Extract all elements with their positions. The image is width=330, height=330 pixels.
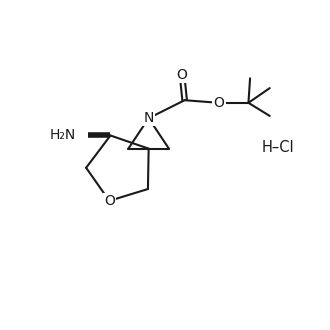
Text: O: O: [214, 96, 224, 110]
Text: N: N: [144, 111, 154, 125]
Text: H₂N: H₂N: [50, 128, 76, 143]
Text: O: O: [177, 68, 187, 82]
Text: O: O: [104, 194, 115, 208]
Text: H–Cl: H–Cl: [262, 140, 294, 154]
